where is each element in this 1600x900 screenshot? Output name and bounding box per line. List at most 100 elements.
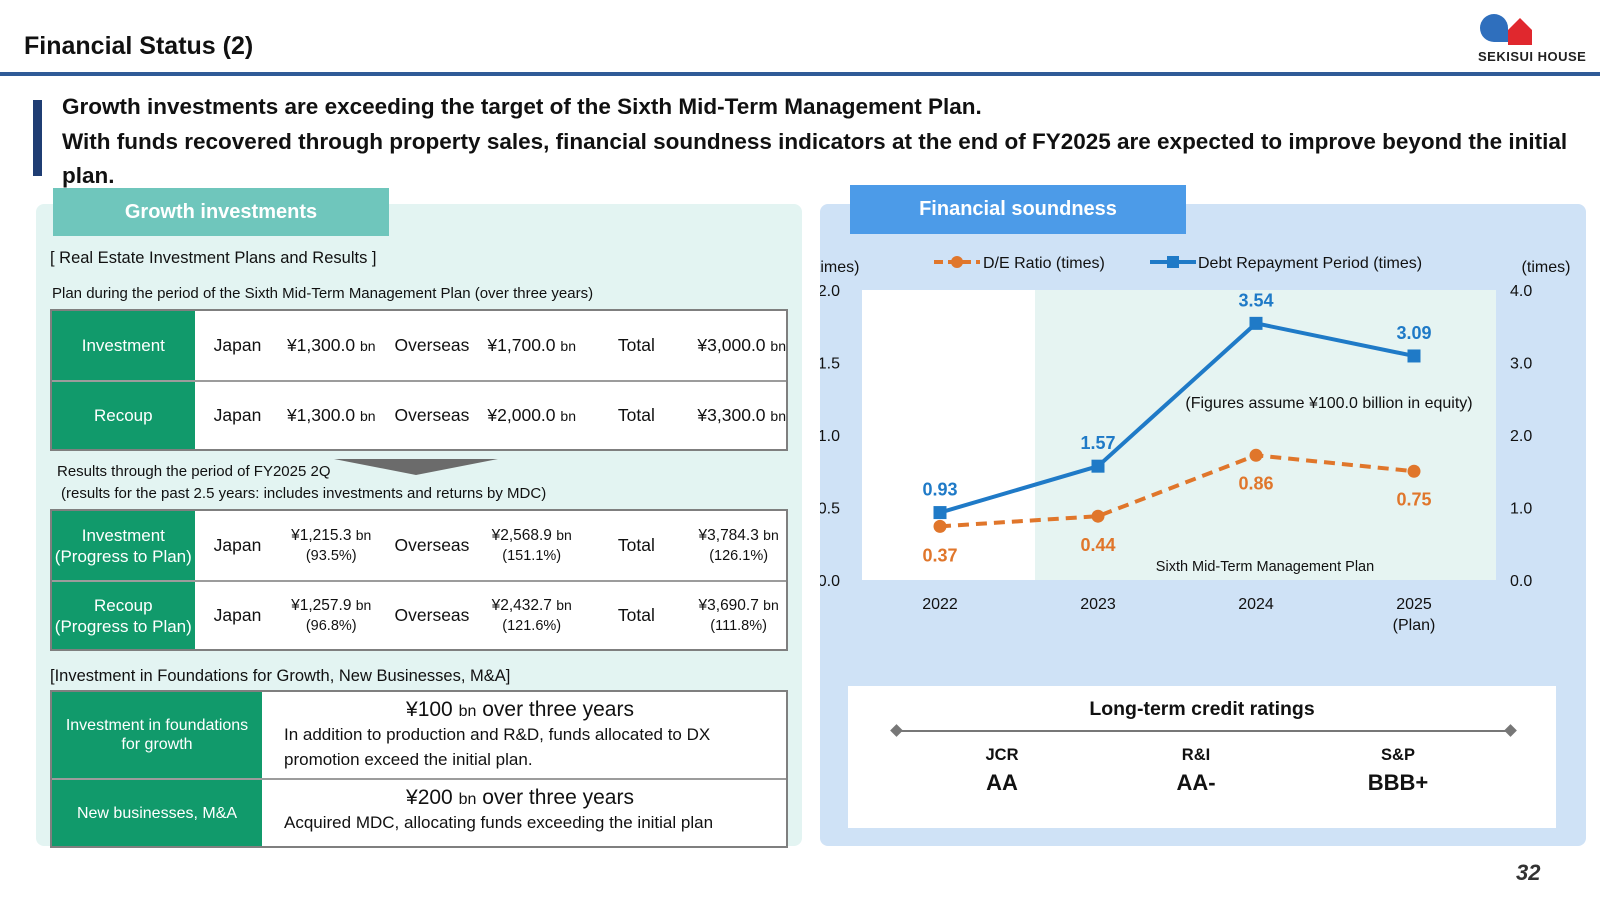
diamond-icon: [890, 724, 903, 737]
overseas-label: Overseas: [394, 535, 470, 555]
page-title: Financial Status (2): [24, 32, 254, 60]
legend-de-label: D/E Ratio (times): [983, 255, 1105, 272]
amount: ¥100 bn over three years: [406, 698, 634, 721]
row-head: New businesses, M&A: [52, 780, 262, 846]
arrow-down-icon: [334, 459, 498, 475]
table-row: Recoup (Progress to Plan) Japan ¥1,257.9 …: [52, 580, 786, 649]
total-label: Total: [617, 335, 655, 355]
de-ratio-data-label: 0.37: [922, 545, 957, 565]
real-estate-section-label: [ Real Estate Investment Plans and Resul…: [50, 249, 377, 267]
de-ratio-point: [1407, 464, 1421, 478]
total-value: ¥3,690.7 bn (111.8%): [698, 596, 779, 634]
table-row: Investment Japan ¥1,300.0 bn Overseas ¥1…: [52, 311, 786, 380]
lead-text: Growth investments are exceeding the tar…: [62, 90, 1582, 194]
overseas-value: ¥2,000.0 bn: [487, 405, 576, 425]
x-tick-sublabel: (Plan): [1393, 617, 1436, 634]
table-row: Recoup Japan ¥1,300.0 bn Overseas ¥2,000…: [52, 380, 786, 449]
left-tick-label: 0.0: [820, 573, 840, 590]
japan-label: Japan: [213, 535, 262, 555]
de-ratio-line: [939, 453, 1415, 529]
de-ratio-data-label: 0.44: [1080, 535, 1115, 555]
lead-line-2: With funds recovered through property sa…: [62, 128, 1568, 189]
results-table: Investment (Progress to Plan) Japan ¥1,21…: [50, 509, 788, 651]
plan-table: Investment Japan ¥1,300.0 bn Overseas ¥1…: [50, 309, 788, 451]
credit-divider: [896, 730, 1510, 732]
japan-value: ¥1,300.0 bn: [286, 335, 376, 355]
total-label: Total: [617, 605, 655, 625]
legend-drp-label: Debt Repayment Period (times): [1198, 255, 1422, 272]
table-row: Investment in foundations for growth ¥10…: [52, 692, 786, 778]
row-head: Recoup (Progress to Plan): [52, 582, 195, 649]
rating-sp: BBB+: [1367, 770, 1429, 795]
debt-repayment-point: [933, 506, 947, 520]
x-tick-label: 2025: [1396, 596, 1432, 613]
agency-sp: S&P: [1381, 746, 1415, 764]
total-label: Total: [617, 405, 655, 425]
left-tick-label: 1.0: [820, 428, 840, 445]
right-tick-label: 0.0: [1510, 573, 1532, 590]
japan-value: ¥1,257.9 bn (96.8%): [291, 596, 372, 634]
shaded-region-label: Sixth Mid-Term Management Plan: [1156, 559, 1374, 575]
left-tick-label: 0.5: [820, 501, 840, 518]
japan-value: ¥1,300.0 bn: [286, 405, 376, 425]
debt-repayment-line: [939, 321, 1415, 515]
plan-shaded-region: [1035, 290, 1496, 580]
de-ratio-point: [1249, 448, 1263, 462]
total-value: ¥3,784.3 bn (126.1%): [698, 526, 779, 564]
sekisui-house-logo-icon: [1480, 14, 1532, 45]
japan-label: Japan: [213, 335, 262, 355]
de-ratio-data-label: 0.86: [1238, 473, 1273, 493]
rating-jcr: AA: [986, 770, 1018, 795]
table-row: Investment (Progress to Plan) Japan ¥1,21…: [52, 511, 786, 580]
page-number: 32: [1516, 860, 1541, 885]
amount: ¥200 bn over three years: [406, 786, 634, 809]
row-body: ¥200 bn over three years Acquired MDC, a…: [262, 780, 786, 846]
left-tick-label: 1.5: [820, 356, 840, 373]
x-tick-label: 2023: [1080, 596, 1116, 613]
right-tick-label: 2.0: [1510, 428, 1532, 445]
total-value: ¥3,300.0 bn: [697, 405, 786, 425]
de-ratio-data-label: 0.75: [1396, 489, 1431, 509]
overseas-value: ¥1,700.0 bn: [487, 335, 576, 355]
legend-de-marker: [951, 256, 963, 268]
overseas-value: ¥2,432.7 bn (121.6%): [491, 596, 572, 634]
financial-soundness-chart: Sixth Mid-Term Management Plan (times) (ti…: [820, 255, 1571, 634]
table-row: New businesses, M&A ¥200 bn over three y…: [52, 778, 786, 846]
japan-label: Japan: [213, 605, 262, 625]
title-rule: [0, 72, 1600, 76]
overseas-label: Overseas: [394, 405, 470, 425]
row-head: Recoup: [52, 382, 195, 449]
results-caption-note: (results for the past 2.5 years: include…: [61, 485, 547, 502]
left-tick-label: 2.0: [820, 283, 840, 300]
growth-investments-tab: Growth investments: [53, 188, 389, 236]
rating-ri: AA-: [1176, 770, 1216, 795]
overseas-value: ¥2,568.9 bn (151.1%): [491, 526, 572, 564]
japan-label: Japan: [213, 405, 262, 425]
right-tick-label: 4.0: [1510, 283, 1532, 300]
agency-jcr: JCR: [985, 746, 1019, 764]
row-head: Investment in foundations for growth: [52, 692, 262, 778]
results-caption: Results through the period of FY2025 2Q: [57, 463, 331, 480]
right-tick-label: 3.0: [1510, 356, 1532, 373]
row-head: Investment (Progress to Plan): [52, 511, 195, 580]
legend-drp-marker: [1167, 256, 1179, 268]
credit-ratings-title: Long-term credit ratings: [1089, 698, 1315, 720]
plan-caption: Plan during the period of the Sixth Mid-…: [52, 285, 594, 302]
total-value: ¥3,000.0 bn: [697, 335, 786, 355]
row-body: ¥100 bn over three years In addition to …: [262, 692, 786, 778]
overseas-label: Overseas: [394, 335, 470, 355]
debt-repayment-data-label: 3.54: [1238, 290, 1273, 310]
japan-value: ¥1,215.3 bn (93.5%): [291, 526, 372, 564]
total-label: Total: [617, 535, 655, 555]
debt-repayment-point: [1091, 459, 1105, 473]
foundations-section-label: [Investment in Foundations for Growth, N…: [50, 667, 511, 685]
right-axis-label: (times): [1522, 259, 1571, 276]
foundations-table: Investment in foundations for growth ¥10…: [50, 690, 788, 848]
x-tick-label: 2022: [922, 596, 958, 613]
de-ratio-point: [1091, 509, 1105, 523]
x-tick-label: 2024: [1238, 596, 1274, 613]
credit-ratings-box: Long-term credit ratings JCR AA R&I AA- …: [848, 686, 1556, 828]
lead-accent-bar: [33, 100, 42, 176]
overseas-label: Overseas: [394, 605, 470, 625]
right-tick-label: 1.0: [1510, 501, 1532, 518]
